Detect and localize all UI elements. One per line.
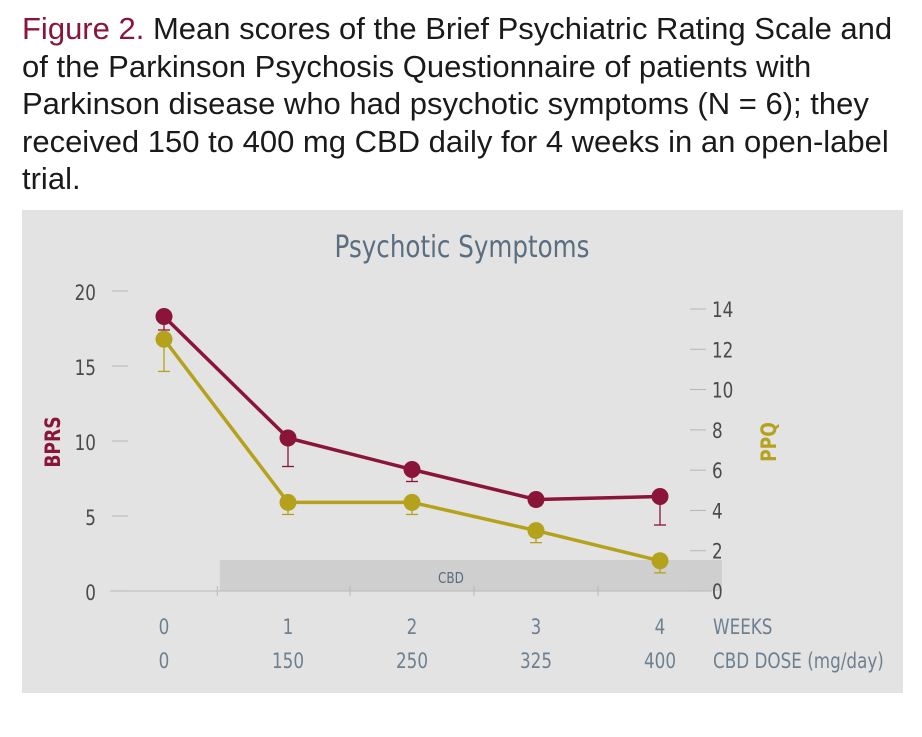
y-right-tick-label: 14 <box>712 298 733 322</box>
bprs-data-point <box>527 491 545 508</box>
ppq-data-point <box>279 493 297 511</box>
figure-label: Figure 2. <box>22 11 145 46</box>
y-left-tick-label: 10 <box>75 431 96 455</box>
chart-svg: Psychotic Symptoms CBD 05101520BPRS02468… <box>40 231 884 674</box>
x-week-tick-label: 3 <box>531 615 542 639</box>
x-dose-tick-label: 150 <box>272 649 304 673</box>
ppq-data-point <box>527 522 545 540</box>
x-dose-axis-title: CBD DOSE (mg/day) <box>713 649 884 673</box>
y-left-tick-label: 0 <box>85 581 96 605</box>
x-week-tick-label: 1 <box>283 615 294 639</box>
y-left-tick-label: 20 <box>75 281 96 305</box>
x-dose-tick-label: 325 <box>520 649 552 673</box>
ppq-data-point <box>403 493 421 511</box>
x-dose-tick-label: 0 <box>159 649 170 673</box>
y-right-tick-label: 10 <box>712 379 733 403</box>
chart-panel: Psychotic Symptoms CBD 0 5 10 15 20 BPRS 0 2 4 6 8… <box>22 210 903 693</box>
figure-caption: Figure 2. Mean scores of the Brief Psych… <box>22 10 902 198</box>
x-week-tick-label: 4 <box>655 615 666 639</box>
ppq-series-line <box>162 338 661 563</box>
y-left-axis-title: BPRS <box>40 416 65 467</box>
cbd-treatment-band <box>219 560 723 591</box>
y-left-tick-label: 5 <box>85 506 96 530</box>
bprs-data-point <box>403 461 421 478</box>
ppq-data-point <box>651 552 669 570</box>
y-left-tick-label: 15 <box>75 356 96 380</box>
x-dose-tick-label: 250 <box>396 649 428 673</box>
bprs-data-point <box>155 308 173 325</box>
y-right-axis-title: PPQ <box>756 422 781 462</box>
cbd-band-label: CBD <box>438 570 464 588</box>
x-week-tick-label: 2 <box>407 615 418 639</box>
x-weeks-axis-title: WEEKS <box>713 615 772 639</box>
y-right-tick-label: 8 <box>712 419 723 443</box>
x-dose-tick-label: 400 <box>644 649 676 673</box>
y-right-tick-label: 6 <box>712 459 723 483</box>
chart-title: Psychotic Symptoms <box>335 231 590 265</box>
y-right-tick-label: 12 <box>712 339 733 363</box>
ppq-data-point <box>155 330 173 348</box>
bprs-data-point <box>279 429 297 447</box>
y-right-tick-label: 2 <box>712 540 723 564</box>
bprs-data-point <box>651 488 669 505</box>
y-right-tick-label: 4 <box>712 500 723 524</box>
figure-caption-text: Mean scores of the Brief Psychiatric Rat… <box>22 11 893 196</box>
y-right-tick-label: 0 <box>712 580 723 604</box>
x-week-tick-label: 0 <box>159 615 170 639</box>
